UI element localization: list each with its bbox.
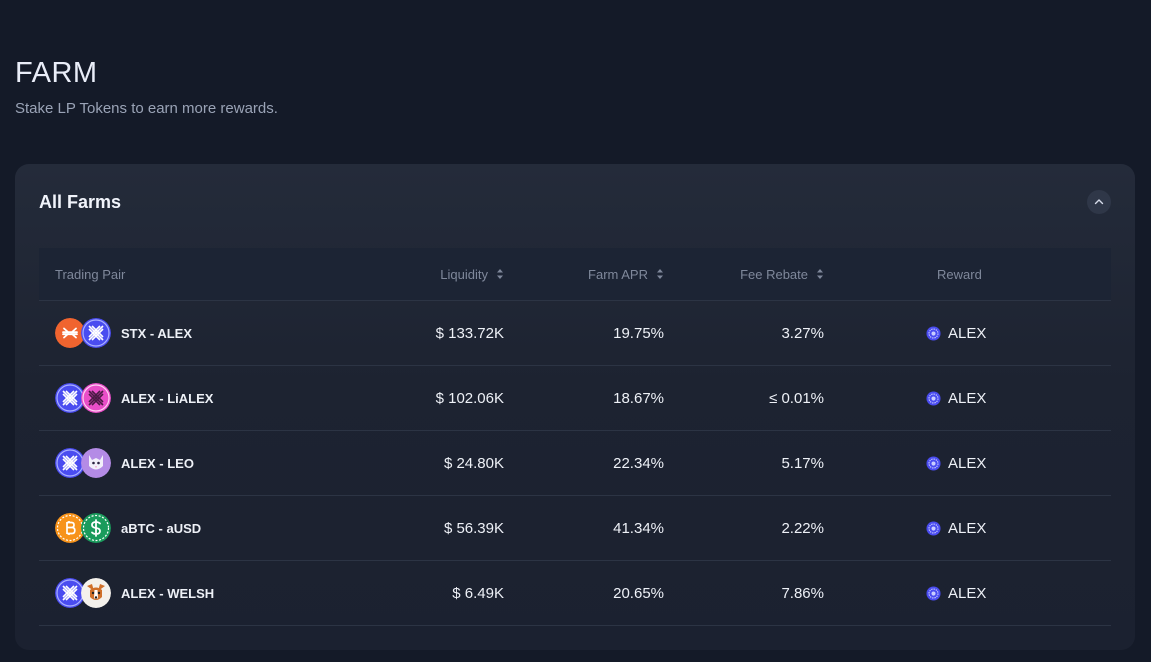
header-fee-rebate[interactable]: Fee Rebate <box>664 267 824 282</box>
pair-icons <box>55 578 113 608</box>
alex-reward-icon <box>926 520 941 536</box>
reward-cell: ALEX <box>824 325 1111 342</box>
alex-icon <box>55 578 85 608</box>
apr-value: 19.75% <box>613 324 664 342</box>
table-row[interactable]: ALEX - LEO $ 24.80K 22.34% 5.17% ALEX <box>39 431 1111 496</box>
header-trading-pair-label: Trading Pair <box>55 266 126 282</box>
fee-rebate-value: 7.86% <box>781 584 824 602</box>
alex-reward-icon <box>926 390 941 406</box>
sort-icon[interactable] <box>816 268 824 280</box>
pair-name: ALEX - LEO <box>121 455 194 471</box>
pair-name: STX - ALEX <box>121 325 193 341</box>
liquidity-value: $ 24.80K <box>443 454 504 472</box>
pair-icons <box>55 513 113 543</box>
page-title: FARM <box>15 57 98 89</box>
header-farm-apr[interactable]: Farm APR <box>504 267 664 282</box>
header-trading-pair: Trading Pair <box>39 267 339 282</box>
sort-icon[interactable] <box>496 268 504 280</box>
leo-icon <box>81 448 111 478</box>
table-row[interactable]: ALEX - LiALEX $ 102.06K 18.67% ≤ 0.01% A… <box>39 366 1111 431</box>
fee-rebate-value: 5.17% <box>781 454 824 472</box>
header-fee-rebate-label: Fee Rebate <box>740 266 808 282</box>
pair-name: ALEX - LiALEX <box>121 390 214 406</box>
reward-token: ALEX <box>948 324 987 342</box>
reward-cell: ALEX <box>824 455 1111 472</box>
farms-table: Trading Pair Liquidity Farm APR Fee Reba… <box>39 248 1111 626</box>
ausd-icon <box>81 513 111 543</box>
fee-rebate-value: 3.27% <box>781 324 824 342</box>
table-row[interactable]: aBTC - aUSD $ 56.39K 41.34% 2.22% ALEX <box>39 496 1111 561</box>
fee-rebate-value: ≤ 0.01% <box>769 389 824 407</box>
liquidity-value: $ 133.72K <box>435 324 504 342</box>
reward-token: ALEX <box>948 584 987 602</box>
collapse-button[interactable] <box>1087 190 1111 214</box>
alex-reward-icon <box>926 325 941 341</box>
alex-icon <box>81 318 111 348</box>
liquidity-value: $ 102.06K <box>435 389 504 407</box>
table-row[interactable]: STX - ALEX $ 133.72K 19.75% 3.27% ALEX <box>39 301 1111 366</box>
header-reward-label: Reward <box>937 266 982 282</box>
apr-value: 20.65% <box>613 584 664 602</box>
header-liquidity-label: Liquidity <box>440 266 488 282</box>
reward-token: ALEX <box>948 519 987 537</box>
reward-cell: ALEX <box>824 585 1111 602</box>
apr-value: 18.67% <box>613 389 664 407</box>
table-row[interactable]: ALEX - WELSH $ 6.49K 20.65% 7.86% ALEX <box>39 561 1111 626</box>
table-header: Trading Pair Liquidity Farm APR Fee Reba… <box>39 248 1111 301</box>
farms-panel: All Farms Trading Pair Liquidity Farm AP… <box>15 164 1135 650</box>
reward-token: ALEX <box>948 454 987 472</box>
reward-cell: ALEX <box>824 520 1111 537</box>
panel-title: All Farms <box>39 192 122 212</box>
pair-icons <box>55 383 113 413</box>
pair-cell: STX - ALEX <box>39 318 339 348</box>
alex-reward-icon <box>926 585 941 601</box>
reward-token: ALEX <box>948 389 987 407</box>
alex-icon <box>55 448 85 478</box>
alex-reward-icon <box>926 455 941 471</box>
lialex-icon <box>81 383 111 413</box>
pair-icons <box>55 318 113 348</box>
alex-icon <box>55 383 85 413</box>
apr-value: 22.34% <box>613 454 664 472</box>
pair-cell: aBTC - aUSD <box>39 513 339 543</box>
pair-cell: ALEX - WELSH <box>39 578 339 608</box>
page-header: FARM Stake LP Tokens to earn more reward… <box>15 56 278 118</box>
header-liquidity[interactable]: Liquidity <box>339 267 504 282</box>
page-subtitle: Stake LP Tokens to earn more rewards. <box>15 100 278 117</box>
pair-cell: ALEX - LiALEX <box>39 383 339 413</box>
reward-cell: ALEX <box>824 390 1111 407</box>
liquidity-value: $ 6.49K <box>452 584 504 602</box>
apr-value: 41.34% <box>613 519 664 537</box>
pair-name: ALEX - WELSH <box>121 585 215 601</box>
liquidity-value: $ 56.39K <box>443 519 504 537</box>
fee-rebate-value: 2.22% <box>781 519 824 537</box>
chevron-up-icon <box>1094 199 1104 205</box>
pair-icons <box>55 448 113 478</box>
welsh-icon <box>81 578 111 608</box>
header-farm-apr-label: Farm APR <box>588 266 648 282</box>
pair-cell: ALEX - LEO <box>39 448 339 478</box>
pair-name: aBTC - aUSD <box>121 520 202 536</box>
sort-icon[interactable] <box>656 268 664 280</box>
stx-icon <box>55 318 85 348</box>
header-reward: Reward <box>824 267 1111 282</box>
